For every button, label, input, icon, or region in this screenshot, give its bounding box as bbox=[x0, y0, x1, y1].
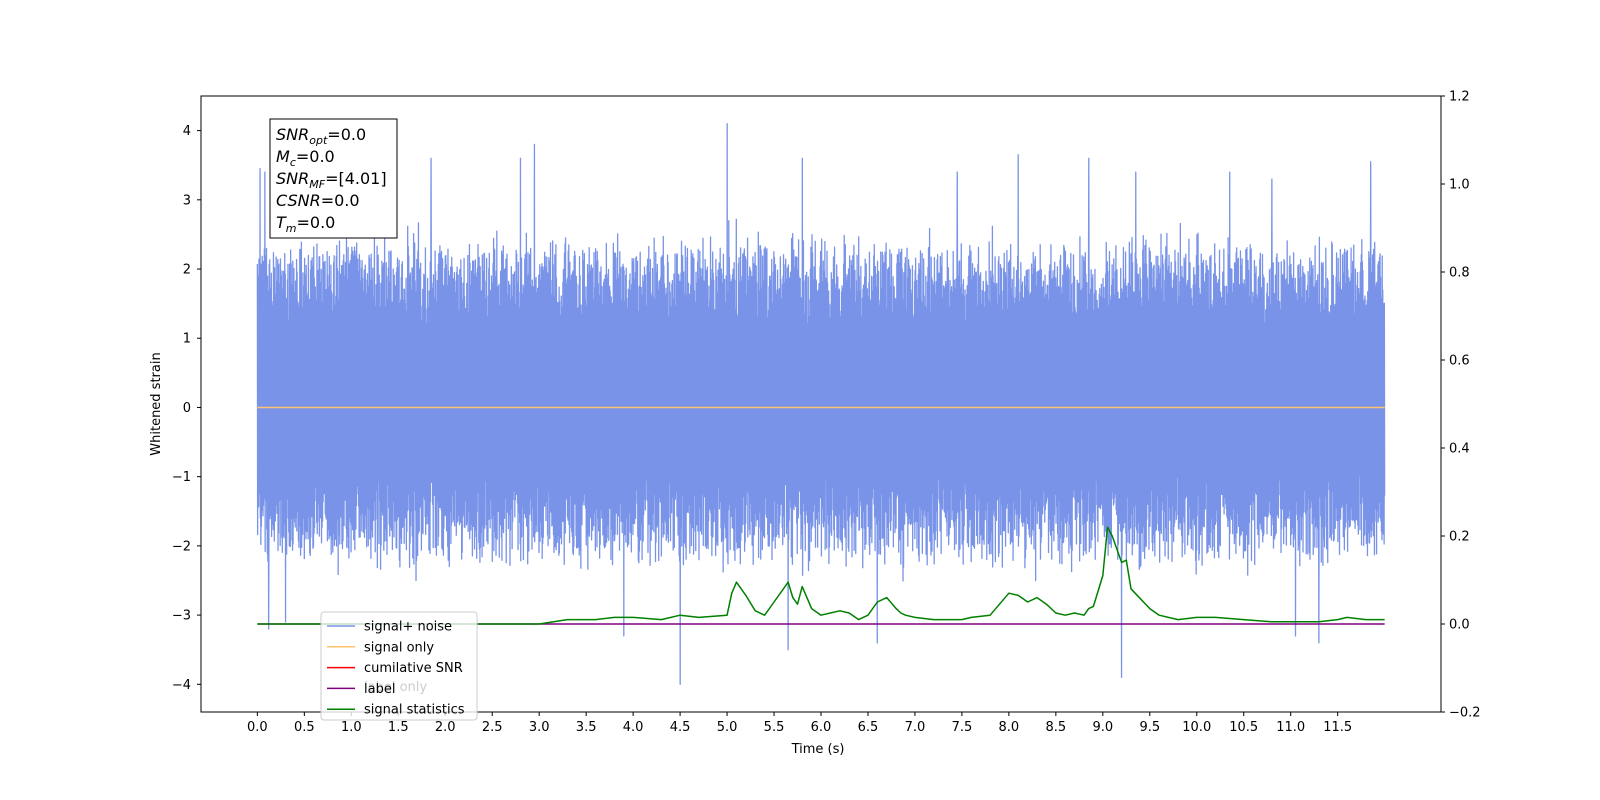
stats-line: Mc=0.0 bbox=[276, 147, 335, 169]
x-tick-label: 0.5 bbox=[294, 720, 315, 735]
y-tick-label: −3 bbox=[172, 609, 191, 624]
x-tick-label: 8.0 bbox=[999, 720, 1020, 735]
x-tick-label: 4.0 bbox=[623, 720, 644, 735]
y-axis-right: 1.2 1.0 0.8 0.6 0.4 0.2 0.0 −0.2 bbox=[1441, 90, 1481, 721]
stats-line: CSNR=0.0 bbox=[276, 191, 360, 210]
x-tick-label: 5.0 bbox=[717, 720, 738, 735]
x-tick-label: 2.0 bbox=[435, 720, 456, 735]
legend-label: label bbox=[364, 682, 395, 697]
x-tick-label: 3.5 bbox=[576, 720, 597, 735]
series-line-signal-noise bbox=[256, 123, 1386, 685]
y-tick-label: −4 bbox=[172, 678, 191, 693]
y-tick-label: 0 bbox=[183, 401, 191, 416]
legend-frame bbox=[320, 611, 478, 721]
y-axis-left: 4 3 2 1 0 −1 −2 −3 −4 bbox=[172, 124, 201, 693]
stats-line: SNRMF=[4.01] bbox=[276, 169, 387, 191]
x-axis-label: Time (s) bbox=[791, 742, 845, 757]
x-tick-label: 1.0 bbox=[341, 720, 362, 735]
stats-line: SNRopt=0.0 bbox=[276, 125, 366, 147]
legend-label: cumilative SNR bbox=[364, 661, 463, 676]
x-tick-label: 0.0 bbox=[247, 720, 268, 735]
y2-tick-label: 0.8 bbox=[1449, 266, 1470, 281]
x-tick-label: 11.5 bbox=[1323, 720, 1352, 735]
y2-tick-label: 1.0 bbox=[1449, 178, 1470, 193]
x-tick-label: 9.0 bbox=[1092, 720, 1113, 735]
x-tick-label: 1.5 bbox=[388, 720, 409, 735]
x-tick-label: 7.0 bbox=[905, 720, 926, 735]
x-tick-label: 7.5 bbox=[952, 720, 973, 735]
x-tick-label: 5.5 bbox=[764, 720, 785, 735]
legend-label: signal+ noise bbox=[364, 620, 452, 635]
y-tick-label: 2 bbox=[183, 263, 191, 278]
legend-label: signal only bbox=[364, 640, 434, 655]
legend-occluded-text: label only bbox=[364, 680, 427, 695]
x-tick-label: 6.0 bbox=[811, 720, 832, 735]
x-tick-label: 11.0 bbox=[1276, 720, 1305, 735]
y-tick-label: 3 bbox=[183, 193, 191, 208]
y2-tick-label: −0.2 bbox=[1449, 706, 1481, 721]
y-tick-label: 1 bbox=[183, 332, 191, 347]
x-tick-label: 2.5 bbox=[482, 720, 503, 735]
y-tick-label: −2 bbox=[172, 539, 191, 554]
x-tick-label: 8.5 bbox=[1046, 720, 1067, 735]
y2-tick-label: 0.4 bbox=[1449, 442, 1470, 457]
y2-tick-label: 0.2 bbox=[1449, 530, 1470, 545]
legend-label: signal statistics bbox=[364, 703, 465, 718]
x-tick-label: 6.5 bbox=[858, 720, 879, 735]
y-axis-label: Whitened strain bbox=[149, 352, 164, 455]
stats-line: Tm=0.0 bbox=[276, 213, 335, 235]
y-tick-label: −1 bbox=[172, 470, 191, 485]
x-tick-label: 4.5 bbox=[670, 720, 691, 735]
x-tick-label: 10.5 bbox=[1229, 720, 1258, 735]
x-tick-label: 10.0 bbox=[1182, 720, 1211, 735]
y2-tick-label: 0.0 bbox=[1449, 618, 1470, 633]
legend: label only signal+ noise signal only cumil… bbox=[320, 611, 478, 721]
stats-box-frame bbox=[269, 118, 398, 239]
x-tick-label: 3.0 bbox=[529, 720, 550, 735]
legend-entries: signal+ noise signal only cumilative SNR la… bbox=[327, 620, 465, 718]
y2-tick-label: 1.2 bbox=[1449, 90, 1470, 105]
y-tick-label: 4 bbox=[183, 124, 191, 139]
y2-tick-label: 0.6 bbox=[1449, 354, 1470, 369]
series-line-signal-statistics bbox=[257, 526, 1385, 625]
x-axis: 0.0 0.5 1.0 1.5 2.0 2.5 3.0 3.5 4.0 4.5 5.0 5.5 6.0 6… bbox=[247, 712, 1352, 735]
x-tick-label: 9.5 bbox=[1139, 720, 1160, 735]
